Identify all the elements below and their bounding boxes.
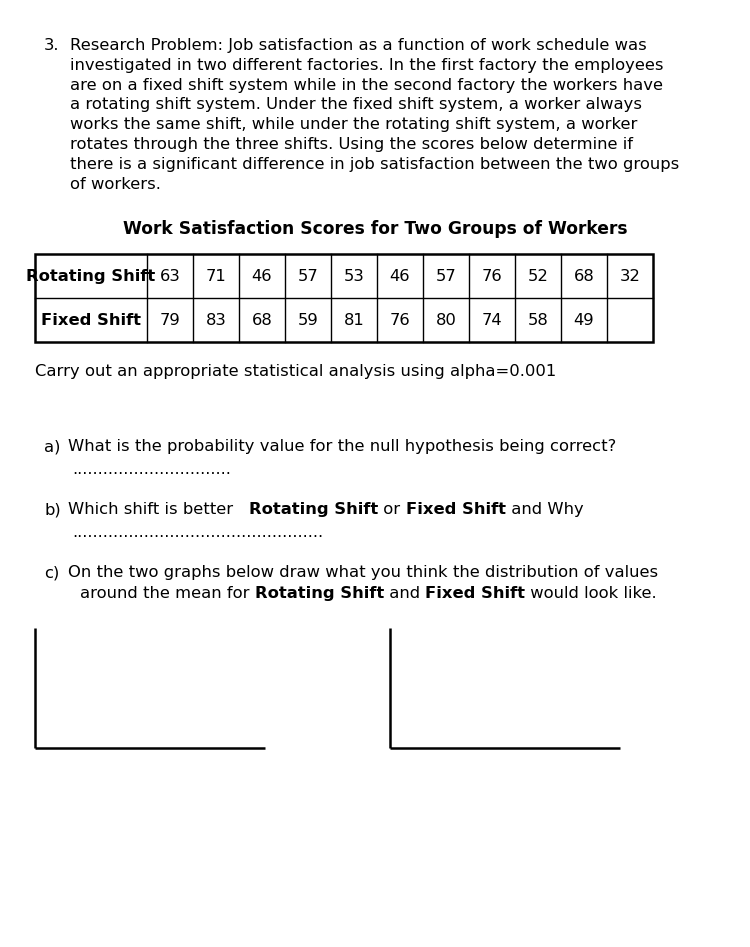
- Text: a): a): [44, 439, 61, 455]
- Text: or: or: [378, 503, 406, 517]
- Text: 76: 76: [482, 269, 502, 284]
- Text: 59: 59: [298, 313, 318, 328]
- Text: would look like.: would look like.: [525, 586, 657, 601]
- Text: of workers.: of workers.: [70, 176, 160, 191]
- Text: there is a significant difference in job satisfaction between the two groups: there is a significant difference in job…: [70, 157, 680, 171]
- Text: works the same shift, while under the rotating shift system, a worker: works the same shift, while under the ro…: [70, 117, 638, 133]
- Bar: [35, 255, 653, 343]
- Text: Work Satisfaction Scores for Two Groups of Workers: Work Satisfaction Scores for Two Groups …: [123, 221, 627, 239]
- Text: 49: 49: [574, 313, 594, 328]
- Text: Fixed Shift: Fixed Shift: [406, 503, 506, 517]
- Text: 32: 32: [620, 269, 640, 284]
- Text: Rotating Shift: Rotating Shift: [255, 586, 384, 601]
- Text: 57: 57: [298, 269, 318, 284]
- Text: 52: 52: [527, 269, 548, 284]
- Text: 68: 68: [251, 313, 272, 328]
- Text: a rotating shift system. Under the fixed shift system, a worker always: a rotating shift system. Under the fixed…: [70, 98, 642, 113]
- Text: 80: 80: [436, 313, 457, 328]
- Text: and: and: [384, 586, 425, 601]
- Text: ...............................: ...............................: [72, 462, 231, 477]
- Text: 63: 63: [160, 269, 180, 284]
- Text: 53: 53: [344, 269, 364, 284]
- Text: 74: 74: [482, 313, 502, 328]
- Text: c): c): [44, 565, 59, 581]
- Text: Fixed Shift: Fixed Shift: [425, 586, 525, 601]
- Text: 57: 57: [436, 269, 456, 284]
- Text: Which shift is better: Which shift is better: [68, 503, 249, 517]
- Text: On the two graphs below draw what you think the distribution of values: On the two graphs below draw what you th…: [68, 565, 658, 581]
- Text: Rotating Shift: Rotating Shift: [26, 269, 156, 284]
- Text: Rotating Shift: Rotating Shift: [249, 503, 378, 517]
- Text: around the mean for: around the mean for: [80, 586, 255, 601]
- Text: and Why: and Why: [506, 503, 584, 517]
- Text: 83: 83: [206, 313, 226, 328]
- Text: b): b): [44, 503, 61, 517]
- Text: investigated in two different factories. In the first factory the employees: investigated in two different factories.…: [70, 58, 664, 73]
- Text: 68: 68: [574, 269, 594, 284]
- Text: are on a fixed shift system while in the second factory the workers have: are on a fixed shift system while in the…: [70, 78, 663, 93]
- Text: 81: 81: [344, 313, 364, 328]
- Text: .................................................: ........................................…: [72, 526, 323, 541]
- Text: 3.: 3.: [44, 38, 59, 53]
- Text: 71: 71: [206, 269, 226, 284]
- Text: rotates through the three shifts. Using the scores below determine if: rotates through the three shifts. Using …: [70, 137, 633, 152]
- Text: 79: 79: [160, 313, 180, 328]
- Text: Research Problem: Job satisfaction as a function of work schedule was: Research Problem: Job satisfaction as a …: [70, 38, 646, 53]
- Text: Carry out an appropriate statistical analysis using alpha=0.001: Carry out an appropriate statistical ana…: [35, 365, 556, 380]
- Text: 76: 76: [390, 313, 410, 328]
- Text: 58: 58: [528, 313, 548, 328]
- Text: 46: 46: [390, 269, 410, 284]
- Text: Fixed Shift: Fixed Shift: [41, 313, 141, 328]
- Text: What is the probability value for the null hypothesis being correct?: What is the probability value for the nu…: [68, 439, 616, 455]
- Text: 46: 46: [252, 269, 272, 284]
